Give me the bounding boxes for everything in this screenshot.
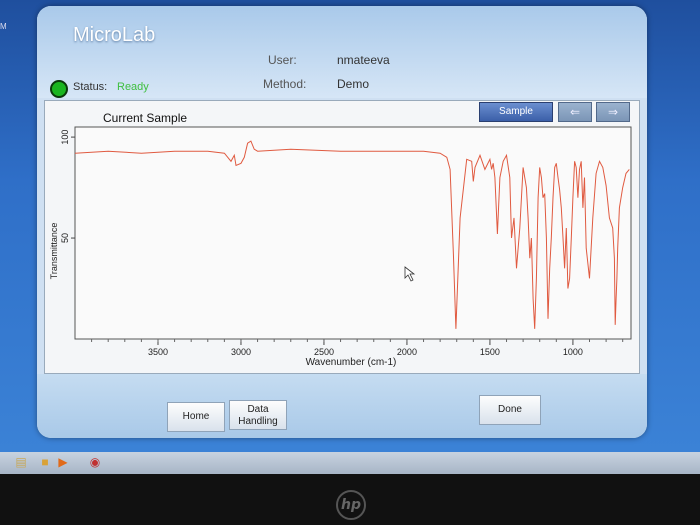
media-icon[interactable]: ▶ — [58, 455, 68, 469]
y-tick-label-0: 50 — [60, 233, 70, 243]
arrow-right-icon[interactable]: ⇒ — [596, 102, 630, 122]
status-label: Status: — [73, 81, 108, 93]
monitor-bezel: hp — [0, 474, 700, 525]
hp-logo: hp — [336, 490, 366, 520]
user-value: nmateeva — [337, 53, 390, 67]
spectrum-chart: 3500 3000 2500 2000 1500 1000 50 100 Wavenumbe… — [49, 126, 632, 368]
status-indicator-icon — [50, 80, 68, 98]
x-tick-label-0: 3500 — [148, 347, 168, 357]
file-icon[interactable]: ▤ — [15, 455, 27, 469]
x-axis-ticks — [91, 339, 624, 345]
x-axis-label: Wavenumber (cm-1) — [306, 357, 397, 368]
bottom-toolbar: Home Data Handling Done — [37, 374, 647, 438]
desktop: M MicroLab User: nmateeva Method: Demo S… — [0, 0, 700, 452]
taskbar: ▤ ■ ▶ ◉ — [0, 452, 700, 474]
app-icon[interactable]: ◉ — [89, 455, 101, 469]
x-tick-label-4: 1500 — [480, 347, 500, 357]
data-handling-button[interactable]: Data Handling — [229, 400, 287, 430]
microlab-window: MicroLab User: nmateeva Method: Demo Sta… — [37, 6, 647, 438]
y-axis-ticks — [71, 136, 75, 239]
y-axis-label: Transmittance — [49, 223, 59, 280]
spectrum-series-line-0 — [74, 140, 630, 329]
y-axis-tick-labels: 50 100 — [60, 130, 70, 243]
x-axis-tick-labels: 3500 3000 2500 2000 1500 1000 — [148, 347, 583, 357]
x-tick-label-1: 3000 — [231, 347, 251, 357]
method-value: Demo — [337, 77, 370, 91]
plot-area — [74, 126, 632, 340]
mouse-cursor-icon — [404, 266, 416, 282]
app-title: MicroLab — [73, 24, 156, 46]
plot-panel: Current Sample Sample ⇐ ⇒ 3500 3000 2500 20… — [44, 100, 640, 374]
arrow-left-icon[interactable]: ⇐ — [558, 102, 592, 122]
method-label: Method: — [263, 77, 307, 91]
x-tick-label-3: 2000 — [397, 347, 417, 357]
series-group — [74, 140, 630, 329]
panel-title: Current Sample — [103, 111, 188, 125]
user-label: User: — [268, 53, 297, 67]
done-button[interactable]: Done — [479, 395, 541, 425]
data-handling-label-1: Data — [247, 404, 269, 415]
x-tick-label-5: 1000 — [563, 347, 583, 357]
app-header: MicroLab User: nmateeva Method: Demo Sta… — [37, 6, 647, 98]
y-tick-label-1: 100 — [60, 130, 70, 145]
x-tick-label-2: 2500 — [314, 347, 334, 357]
home-button[interactable]: Home — [167, 402, 225, 432]
data-handling-label-2: Handling — [238, 416, 278, 427]
sample-button[interactable]: Sample — [479, 102, 553, 122]
status-value: Ready — [117, 81, 149, 93]
corner-text: M — [0, 22, 7, 31]
folder-icon[interactable]: ■ — [41, 455, 49, 469]
